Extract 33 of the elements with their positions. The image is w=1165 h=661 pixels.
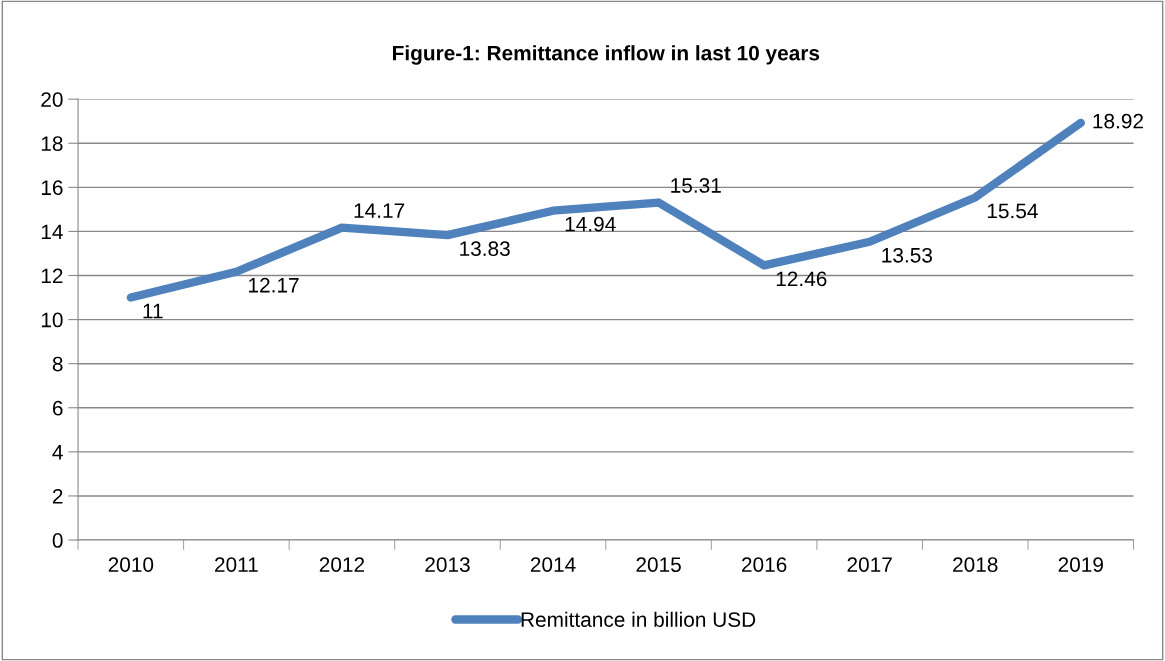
data-label: 18.92: [1093, 113, 1143, 129]
data-label: 11: [143, 303, 163, 319]
data-label: 15.54: [987, 203, 1038, 219]
y-tick-label: 18: [41, 136, 63, 151]
data-label: 12.46: [776, 271, 827, 287]
x-tick-label: 2017: [847, 557, 892, 573]
x-tick-label: 2012: [319, 557, 365, 573]
y-tick-label: 20: [41, 92, 63, 107]
legend-label: Remittance in billion USD: [521, 611, 756, 627]
data-label: 13.83: [460, 241, 510, 257]
data-label: 13.53: [882, 247, 932, 263]
data-label: 14.94: [565, 216, 616, 232]
x-tick-label: 2015: [636, 557, 681, 573]
y-tick-label: 0: [52, 533, 63, 548]
y-tick-label: 16: [41, 180, 63, 196]
y-tick-label: 2: [52, 488, 63, 504]
y-tick-label: 6: [52, 400, 63, 416]
data-label: 12.17: [249, 277, 299, 293]
x-tick-label: 2011: [215, 557, 258, 573]
chart-title: Figure-1: Remittance inflow in last 10 years: [393, 45, 820, 65]
y-tick-label: 4: [52, 445, 63, 460]
y-tick-label: 10: [41, 312, 63, 328]
data-label: 15.31: [671, 178, 721, 193]
x-tick-label: 2010: [108, 557, 154, 573]
x-tick-label: 2019: [1058, 557, 1103, 573]
y-tick-label: 14: [41, 224, 63, 239]
y-tick-label: 8: [52, 356, 63, 372]
x-tick-label: 2018: [953, 557, 998, 573]
x-tick-label: 2014: [530, 557, 576, 573]
x-tick-label: 2013: [425, 557, 470, 573]
x-tick-label: 2016: [742, 557, 787, 573]
y-tick-label: 12: [41, 268, 63, 284]
data-label: 14.17: [354, 203, 405, 218]
